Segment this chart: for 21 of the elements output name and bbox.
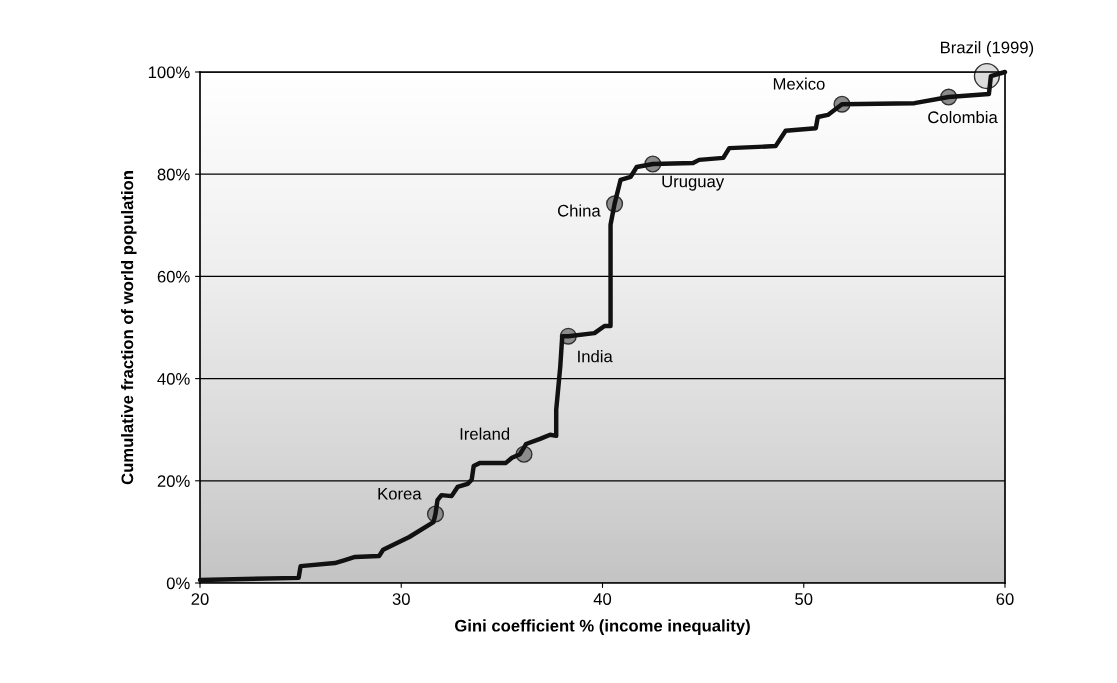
y-tick-label: 20% [157, 475, 190, 487]
annotation: Mexico [773, 77, 825, 90]
x-tick-label: 30 [392, 593, 410, 605]
x-tick-label: 60 [996, 593, 1014, 605]
y-axis-title: Cumulative fraction of world population [121, 171, 137, 485]
annotation: Brazil (1999) [941, 41, 1034, 57]
y-tick-label: 80% [157, 168, 190, 181]
annotation: Uruguay [662, 175, 725, 191]
annotation: Colombia [928, 110, 998, 124]
y-tick-label: 100% [148, 66, 190, 79]
x-tick-label: 20 [191, 593, 209, 605]
x-tick-label: 40 [593, 593, 612, 605]
annotation: India [578, 350, 613, 363]
annotation: Korea [378, 487, 422, 500]
y-tick-label: 40% [157, 373, 190, 385]
annotation: Ireland [460, 427, 510, 440]
x-axis-title: Gini coefficient % (income inequality) [455, 619, 750, 635]
y-tick-label: 60% [157, 270, 190, 283]
x-tick-label: 50 [795, 593, 813, 605]
annotation: China [557, 204, 601, 217]
y-tick-label: 0% [166, 577, 190, 590]
